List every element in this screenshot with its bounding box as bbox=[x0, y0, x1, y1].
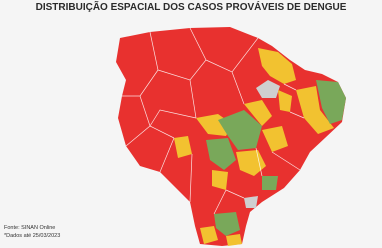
page: DISTRIBUIÇÃO ESPACIAL DOS CASOS PROVÁVEI… bbox=[0, 0, 382, 248]
date-note: *Dados até 25/03/2023 bbox=[4, 233, 60, 239]
region-yellow bbox=[226, 234, 242, 246]
region-green bbox=[262, 176, 278, 190]
source-note: Fonte: SINAN Online bbox=[4, 225, 55, 231]
map bbox=[0, 0, 382, 248]
region-gray bbox=[244, 196, 258, 208]
